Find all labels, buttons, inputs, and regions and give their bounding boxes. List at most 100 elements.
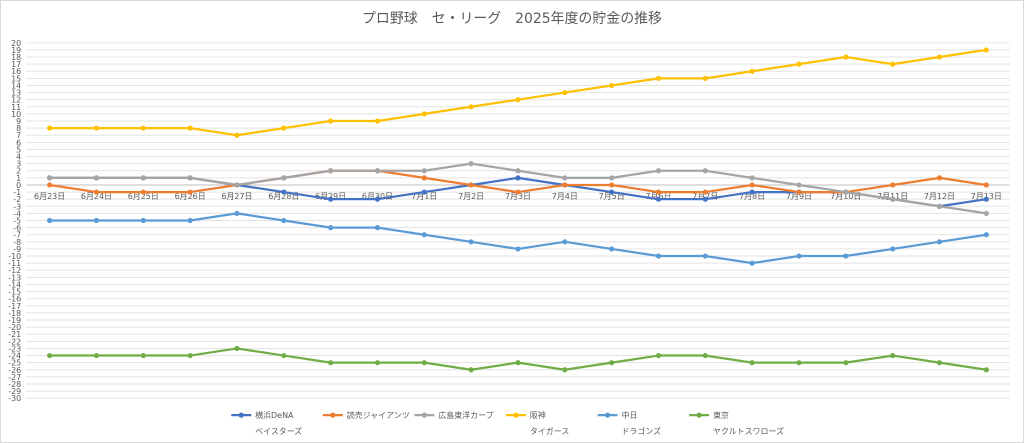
data-point bbox=[749, 182, 755, 188]
data-point bbox=[328, 360, 334, 366]
data-point bbox=[796, 189, 802, 195]
data-point bbox=[702, 196, 708, 202]
data-point bbox=[655, 189, 662, 195]
data-point bbox=[187, 217, 193, 224]
data-point bbox=[374, 225, 381, 231]
data-point bbox=[843, 360, 849, 366]
data-point bbox=[140, 189, 146, 195]
data-point bbox=[421, 168, 427, 174]
y-tick-label: 4 bbox=[16, 153, 21, 162]
data-point bbox=[655, 75, 662, 81]
legend-label-line2: タイガース bbox=[530, 426, 569, 436]
y-tick-label: 5 bbox=[16, 145, 21, 154]
data-point bbox=[234, 132, 240, 138]
data-point bbox=[983, 367, 989, 373]
data-point bbox=[796, 360, 802, 366]
legend-label-line2: ベイスターズ bbox=[255, 426, 302, 436]
y-tick-label: -25 bbox=[8, 359, 21, 368]
x-tick-label: 7月2日 bbox=[458, 192, 484, 201]
legend-label-line2: ヤクルトスワローズ bbox=[713, 426, 784, 436]
y-tick-label: 11 bbox=[11, 103, 21, 112]
data-point bbox=[796, 61, 802, 67]
y-tick-label: -9 bbox=[13, 245, 21, 254]
data-point bbox=[843, 189, 849, 195]
data-point bbox=[843, 253, 849, 259]
x-tick-label: 6月26日 bbox=[175, 192, 206, 201]
x-tick-label: 7月13日 bbox=[971, 192, 1002, 201]
data-point bbox=[281, 189, 287, 195]
data-point bbox=[140, 217, 146, 224]
series-5 bbox=[47, 210, 989, 266]
series-lines bbox=[47, 47, 989, 373]
data-point bbox=[234, 345, 240, 352]
data-point bbox=[609, 82, 615, 89]
x-tick-label: 6月24日 bbox=[81, 192, 112, 201]
x-tick-label: 7月3日 bbox=[505, 192, 531, 201]
y-tick-label: -14 bbox=[8, 280, 21, 289]
y-tick-label: -28 bbox=[8, 380, 21, 389]
y-tick-label: 16 bbox=[11, 67, 21, 76]
data-point bbox=[562, 239, 568, 245]
data-point bbox=[749, 360, 755, 366]
gridlines bbox=[26, 42, 1010, 399]
y-tick-label: -3 bbox=[13, 202, 21, 211]
x-tick-label: 6月30日 bbox=[362, 192, 393, 201]
data-point bbox=[468, 367, 474, 373]
data-point bbox=[234, 210, 240, 216]
data-point bbox=[609, 182, 615, 188]
y-tick-label: 0 bbox=[16, 181, 21, 190]
data-point bbox=[936, 203, 943, 209]
data-point bbox=[749, 189, 755, 195]
data-point bbox=[187, 352, 193, 359]
data-point bbox=[655, 168, 662, 174]
legend-marker bbox=[696, 412, 702, 418]
legend-marker bbox=[604, 412, 611, 418]
data-point bbox=[515, 175, 521, 181]
data-point bbox=[47, 217, 53, 224]
data-point bbox=[93, 189, 100, 195]
y-tick-label: 13 bbox=[11, 89, 21, 98]
data-point bbox=[281, 175, 287, 181]
data-point bbox=[983, 196, 989, 202]
data-point bbox=[468, 161, 474, 167]
y-tick-label: 6 bbox=[16, 138, 21, 147]
y-tick-label: 3 bbox=[16, 160, 21, 169]
data-point bbox=[562, 175, 568, 181]
y-tick-label: -21 bbox=[8, 330, 21, 339]
x-tick-label: 6月28日 bbox=[268, 192, 299, 201]
y-tick-label: -20 bbox=[8, 323, 21, 332]
y-tick-label: 20 bbox=[11, 39, 21, 48]
data-point bbox=[843, 54, 849, 60]
y-tick-label: -24 bbox=[8, 352, 21, 361]
legend-marker bbox=[238, 412, 244, 418]
data-point bbox=[702, 352, 708, 359]
y-tick-label: 12 bbox=[11, 96, 21, 105]
x-tick-label: 6月25日 bbox=[128, 192, 159, 201]
data-point bbox=[187, 189, 193, 195]
data-point bbox=[328, 168, 334, 174]
data-point bbox=[374, 118, 381, 124]
x-tick-label: 7月11日 bbox=[877, 192, 908, 201]
y-tick-label: 18 bbox=[11, 53, 21, 62]
data-point bbox=[374, 360, 381, 366]
legend-item: 広島東洋カープ bbox=[414, 410, 494, 420]
series-3 bbox=[47, 161, 989, 216]
data-point bbox=[515, 97, 521, 103]
data-point bbox=[468, 239, 474, 245]
data-point bbox=[421, 232, 427, 238]
data-point bbox=[468, 104, 474, 110]
x-tick-label: 7月9日 bbox=[786, 192, 812, 201]
data-point bbox=[702, 168, 708, 174]
y-tick-label: -10 bbox=[8, 252, 21, 261]
data-point bbox=[936, 175, 943, 181]
data-point bbox=[936, 54, 943, 60]
data-point bbox=[93, 352, 100, 359]
legend-marker bbox=[513, 412, 519, 418]
x-tick-label: 7月5日 bbox=[599, 192, 625, 201]
y-tick-label: -6 bbox=[13, 224, 21, 233]
data-point bbox=[421, 189, 427, 195]
